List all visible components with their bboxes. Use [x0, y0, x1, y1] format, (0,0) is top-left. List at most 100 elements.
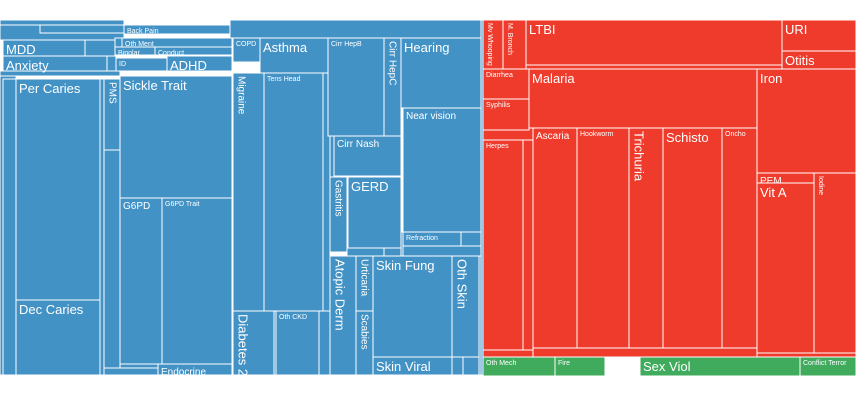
treemap-cell-filler — [229, 19, 482, 39]
treemap-label-cirr-nash: Cirr Nash — [337, 139, 379, 150]
treemap-label-diarrhea: Diarrhea — [486, 72, 513, 79]
treemap-cell-filler — [482, 349, 534, 358]
treemap-label-g6pd: G6PD — [123, 201, 150, 212]
treemap-label-sickle-trait: Sickle Trait — [123, 78, 187, 93]
treemap-cell-diabetes-2[interactable] — [232, 310, 275, 376]
treemap-cell-id[interactable] — [115, 57, 168, 72]
treemap-label-conflict-terror: Conflict Terror — [803, 360, 847, 367]
treemap-label-sex-viol: Sex Viol — [643, 359, 691, 374]
treemap-cell-ltbi[interactable] — [525, 19, 783, 66]
treemap-label-cirr-hepb: Cirr HepB — [331, 41, 362, 48]
treemap-label-g6pd-trait: G6PD Trait — [165, 201, 200, 208]
treemap-cell-filler — [522, 139, 534, 351]
treemap-cell-per-caries[interactable] — [15, 78, 101, 301]
treemap-cell-malaria[interactable] — [528, 68, 758, 129]
treemap-cell-diarrhea[interactable] — [482, 68, 530, 100]
treemap-label-tens-head: Tens Head — [267, 76, 301, 83]
treemap-label-oth-skin: Oth Skin — [454, 259, 469, 309]
treemap-cell-asthma[interactable] — [259, 37, 329, 74]
treemap-cell-filler — [0, 19, 125, 26]
treemap-label-oth-mech: Oth Mech — [486, 360, 516, 367]
treemap-cell-herpes[interactable] — [482, 139, 524, 351]
treemap-cell-iron[interactable] — [756, 68, 856, 174]
treemap-cell-sickle-trait[interactable] — [119, 75, 233, 199]
treemap-cell-oth-skin[interactable] — [451, 255, 480, 358]
treemap-label-hearing: Hearing — [404, 40, 450, 55]
treemap-cell-conflict-terror[interactable] — [799, 356, 856, 377]
treemap-label-oncho: Oncho — [725, 131, 746, 138]
treemap-cell-gastritis[interactable] — [329, 176, 348, 253]
treemap-cell-filler — [103, 367, 159, 376]
treemap-label-oth-ment: Oth Ment — [125, 41, 154, 48]
treemap-cell-hearing[interactable] — [400, 37, 482, 109]
treemap-cell-filler — [84, 39, 116, 57]
treemap-label-ltbi: LTBI — [529, 22, 556, 37]
treemap-cell-g6pd[interactable] — [119, 197, 163, 365]
treemap-cell-skin-viral[interactable] — [372, 356, 453, 376]
treemap-label-atopic-derm: Atopic Derm — [332, 259, 347, 331]
treemap-cell-filler — [402, 245, 482, 257]
treemap-cell-tens-head[interactable] — [263, 72, 324, 312]
treemap-label-iodine: Iodine — [817, 176, 824, 195]
treemap-cell-dec-caries[interactable] — [15, 299, 101, 376]
treemap-cell-filler — [532, 347, 758, 358]
treemap-label-refraction: Refraction — [406, 235, 438, 242]
treemap-cell-filler — [462, 356, 480, 376]
treemap-cell-refraction[interactable] — [402, 231, 462, 247]
treemap-cell-near-vision[interactable] — [402, 107, 482, 233]
treemap-cell-migraine[interactable] — [232, 72, 265, 312]
treemap-cell-hookworm[interactable] — [576, 127, 630, 349]
treemap-cell-trichuria[interactable] — [628, 127, 664, 349]
treemap-cell-uri[interactable] — [781, 19, 856, 52]
treemap-label-pem: PEM — [760, 176, 782, 187]
treemap-cell-iodine[interactable] — [813, 172, 856, 354]
treemap-label-asthma: Asthma — [263, 40, 308, 55]
treemap-label-back-pain: Back Pain — [127, 28, 159, 35]
treemap-label-pms: PMS — [107, 82, 118, 104]
treemap-label-oth-ckd: Oth CKD — [279, 314, 307, 321]
treemap-cell-filler — [525, 64, 783, 70]
treemap-cell-filler — [114, 37, 123, 48]
treemap-cell-endocrine[interactable] — [157, 363, 233, 376]
treemap-label-m-bronch: M. Bronch — [506, 23, 513, 55]
treemap-label-mv-whooping: Mv Whooping — [486, 23, 493, 66]
treemap-cell-copd[interactable] — [232, 37, 261, 63]
treemap-cell-back-pain[interactable] — [123, 24, 231, 35]
treemap-cell-anxiety[interactable] — [2, 55, 108, 72]
treemap-cell-cirr-hepb[interactable] — [327, 37, 385, 137]
treemap-label-vit-a: Vit A — [760, 185, 787, 200]
treemap-cell-filler — [451, 356, 464, 376]
treemap-cell-oncho[interactable] — [721, 127, 758, 349]
treemap-label-skin-fung: Skin Fung — [376, 258, 435, 273]
treemap-cell-fire[interactable] — [554, 356, 606, 377]
treemap-cell-filler — [756, 352, 856, 358]
treemap-cell-filler — [460, 231, 482, 247]
treemap-cell-cirr-nash[interactable] — [333, 135, 402, 177]
treemap-label-syphilis: Syphilis — [486, 102, 511, 109]
treemap-label-malaria: Malaria — [532, 71, 575, 86]
treemap-label-diabetes-2: Diabetes 2 — [235, 314, 250, 376]
treemap-label-cirr-hepc: Cirr HepC — [387, 41, 398, 85]
treemap-label-fire: Fire — [558, 360, 570, 367]
treemap-label-hookworm: Hookworm — [580, 131, 614, 138]
treemap-cell-conduct[interactable] — [154, 46, 233, 56]
treemap-cell-schisto[interactable] — [662, 127, 723, 349]
treemap-cell-syphilis[interactable] — [482, 98, 530, 131]
treemap-cell-gerd[interactable] — [347, 176, 402, 249]
treemap-cell-skin-fung[interactable] — [372, 255, 453, 358]
treemap-cell-filler — [2, 78, 17, 376]
treemap-label-gerd: GERD — [351, 179, 389, 194]
treemap-label-uri: URI — [785, 22, 807, 37]
treemap-cell-pms[interactable] — [103, 78, 121, 151]
treemap-label-per-caries: Per Caries — [19, 81, 81, 96]
treemap-cell-filler — [39, 24, 125, 34]
treemap-cell-g6pd-trait[interactable] — [161, 197, 233, 365]
treemap-cell-ascaria[interactable] — [532, 127, 578, 349]
treemap-cell-m-bronch[interactable] — [502, 19, 527, 70]
treemap-label-migraine: Migraine — [236, 76, 247, 115]
treemap-label-gastritis: Gastritis — [333, 180, 344, 217]
treemap-label-trichuria: Trichuria — [631, 131, 646, 182]
treemap-cell-oth-ckd[interactable] — [275, 310, 320, 376]
treemap-cell-atopic-derm[interactable] — [329, 255, 357, 376]
treemap-cell-vit-a[interactable] — [756, 182, 815, 354]
